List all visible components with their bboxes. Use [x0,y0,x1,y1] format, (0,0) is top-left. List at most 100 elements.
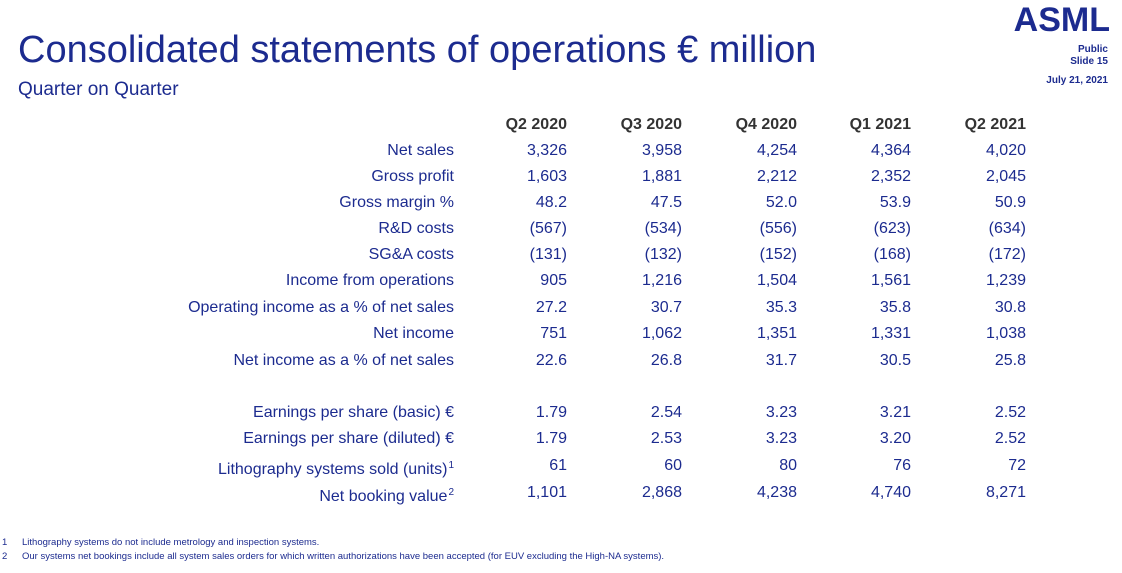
row-label-text: SG&A costs [368,246,454,263]
table-cell: 4,254 [756,142,797,159]
table-cell: 35.3 [765,299,797,316]
column-header: Q3 2020 [620,116,682,133]
table-cell: 3.20 [879,430,911,447]
footnote-text: Lithography systems do not include metro… [22,537,320,548]
row-label-text: Earnings per share (diluted) € [243,430,454,447]
table-cell: 2.53 [650,430,682,447]
footnote-marker: 1 [448,460,454,471]
table-header-row: Q2 2020 Q3 2020 Q4 2020 Q1 2021 Q2 2021 [0,112,1122,138]
table-row: Income from operations 905 1,216 1,504 1,561… [0,268,1122,294]
table-cell: 1,603 [526,168,567,185]
column-header: Q2 2021 [964,116,1026,133]
table-cell: (567) [529,220,567,237]
table-cell: 1,351 [756,325,797,342]
row-label-text: Net booking value [319,488,448,505]
page-title: Consolidated statements of operations € … [18,29,817,71]
footnote: 2 Our systems net bookings include all s… [0,550,664,564]
table-cell: 61 [549,457,567,474]
table-cell: 3,958 [641,142,682,159]
row-label: Income from operations [286,268,454,294]
row-label: Gross profit [371,164,454,190]
table-cell: (172) [988,246,1026,263]
table-row: SG&A costs (131) (132) (152) (168) (172) [0,242,1122,268]
table-cell: 4,740 [870,484,911,501]
footnote-marker: 2 [448,487,454,498]
table-cell: 47.5 [650,194,682,211]
table-cell: (556) [759,220,797,237]
table-cell: 1.79 [535,404,567,421]
table-cell: 3,326 [526,142,567,159]
table-cell: 1,239 [985,272,1026,289]
table-row: Net income 751 1,062 1,351 1,331 1,038 [0,321,1122,347]
table-cell: 1,101 [526,484,567,501]
table-cell: 80 [779,457,797,474]
table-row: Net sales 3,326 3,958 4,254 4,364 4,020 [0,138,1122,164]
table-cell: 8,271 [985,484,1026,501]
table-cell: 27.2 [535,299,567,316]
row-label-text: R&D costs [378,220,454,237]
classification-label: Public [1077,44,1108,55]
table-row: Earnings per share (basic) € 1.79 2.54 3.23… [0,400,1122,426]
row-label-text: Gross profit [371,168,454,185]
footnote-text: Our systems net bookings include all sys… [22,551,665,562]
row-label: Net booking value2 [319,480,454,510]
row-label-text: Operating income as a % of net sales [188,299,454,316]
row-label: Operating income as a % of net sales [188,295,454,321]
table-cell: 1,216 [641,272,682,289]
footnotes: 1 Lithography systems do not include met… [0,536,664,564]
row-label-text: Net income [373,325,454,342]
table-cell: 2,212 [756,168,797,185]
table-row: R&D costs (567) (534) (556) (623) (634) [0,216,1122,242]
row-label-text: Lithography systems sold (units) [218,461,448,478]
column-header: Q4 2020 [735,116,797,133]
row-label: SG&A costs [369,242,454,268]
row-label: Earnings per share (basic) € [253,400,454,426]
table-row: Lithography systems sold (units)1 61 60 80 7… [0,453,1122,479]
table-cell: 50.9 [994,194,1026,211]
row-label-text: Net sales [387,142,454,159]
table-cell: 25.8 [994,352,1026,369]
table-cell: 26.8 [650,352,682,369]
footnote: 1 Lithography systems do not include met… [0,536,664,550]
table-cell: 52.0 [765,194,797,211]
table-cell: 1,561 [870,272,911,289]
table-cell: 3.23 [765,430,797,447]
table-cell: 53.9 [879,194,911,211]
table-cell: 905 [540,272,567,289]
row-label-text: Gross margin % [339,194,454,211]
row-label: Net income as a % of net sales [233,348,454,374]
table-row: Net income as a % of net sales 22.6 26.8 31… [0,348,1122,374]
row-label: R&D costs [378,216,454,242]
table-cell: 2.52 [994,430,1026,447]
table-cell: (132) [644,246,682,263]
table-cell: 31.7 [765,352,797,369]
table-cell: 72 [1008,457,1026,474]
row-label: Gross margin % [339,190,454,216]
table-cell: (168) [873,246,911,263]
table-cell: 1,881 [641,168,682,185]
table-cell: 22.6 [535,352,567,369]
table-cell: (634) [988,220,1026,237]
table-cell: 1,504 [756,272,797,289]
row-label: Net income [373,321,454,347]
table-cell: 76 [893,457,911,474]
page-subtitle: Quarter on Quarter [18,79,179,100]
table-cell: 751 [540,325,567,342]
slide-number: Slide 15 [1070,56,1108,67]
table-row: Earnings per share (diluted) € 1.79 2.53 3.… [0,426,1122,452]
column-header: Q1 2021 [849,116,911,133]
table-cell: 30.8 [994,299,1026,316]
footnote-number: 2 [2,551,8,562]
table-cell: 60 [664,457,682,474]
table-cell: 3.23 [765,404,797,421]
table-row: Gross profit 1,603 1,881 2,212 2,352 2,045 [0,164,1122,190]
table-cell: 30.7 [650,299,682,316]
row-label-text: Income from operations [285,272,454,289]
table-cell: 1,062 [641,325,682,342]
table-cell: 2.52 [994,404,1026,421]
table-cell: (534) [644,220,682,237]
row-label-text: Net income as a % of net sales [233,352,454,369]
table-cell: 1,038 [985,325,1026,342]
table-cell: 2,352 [870,168,911,185]
column-header: Q2 2020 [505,116,567,133]
